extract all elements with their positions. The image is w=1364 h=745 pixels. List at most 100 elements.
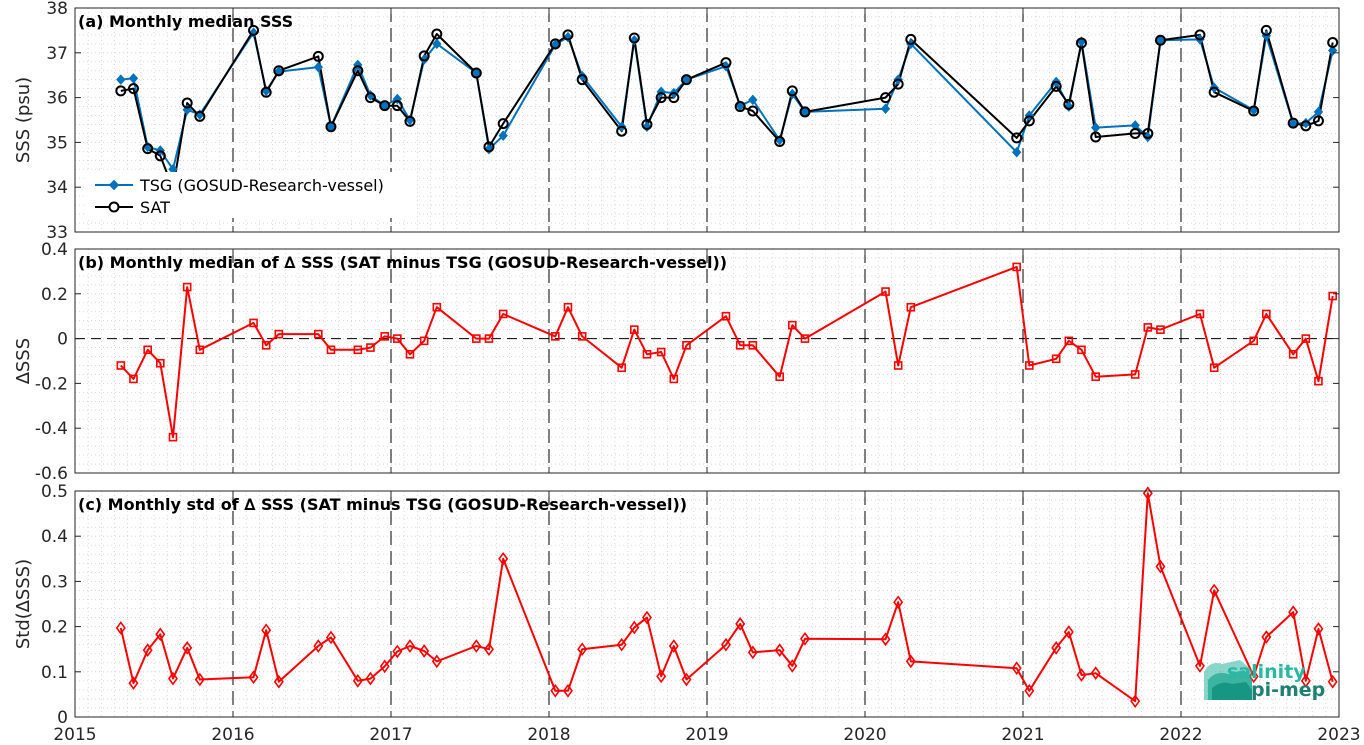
- data-point-b-0-53: [1288, 349, 1298, 359]
- data-point-c-0-5: [182, 640, 193, 655]
- data-point-c-0-2: [142, 643, 153, 657]
- data-point-c-0-20: [483, 642, 494, 657]
- data-point-a-1-2: [142, 143, 154, 155]
- data-point-a-1-27: [641, 118, 653, 130]
- data-point-a-1-7: [248, 24, 260, 36]
- data-point-c-0-52: [1261, 630, 1272, 644]
- data-point-c-0-19: [471, 639, 482, 653]
- data-point-c-0-13: [365, 671, 376, 686]
- data-point-c-0-10: [313, 639, 324, 653]
- data-point-a-1-3: [154, 150, 166, 162]
- data-point-b-0-43: [1064, 336, 1074, 346]
- data-point-b-0-33: [748, 341, 758, 350]
- series-line-b-0: [120, 265, 1334, 439]
- data-point-b-0-55: [1314, 376, 1323, 386]
- x-tick-label: 2018: [527, 725, 570, 745]
- data-point-a-0-10: [313, 61, 323, 73]
- y-tick-label: 35: [46, 133, 68, 153]
- data-point-c-0-0: [115, 621, 126, 635]
- data-point-c-0-33: [747, 645, 758, 660]
- data-point-a-1-20: [483, 141, 495, 153]
- data-point-c-0-34: [774, 643, 785, 657]
- series-markers-b: [116, 262, 1337, 442]
- data-point-b-0-24: [577, 332, 587, 341]
- data-point-a-1-31: [720, 57, 732, 69]
- data-point-b-0-39: [906, 302, 916, 312]
- data-point-b-0-18: [432, 302, 442, 312]
- data-point-b-0-9: [274, 329, 284, 339]
- data-point-a-1-23: [562, 29, 574, 41]
- data-point-b-0-45: [1091, 372, 1100, 381]
- data-point-a-1-5: [181, 97, 193, 109]
- data-point-a-0-37: [880, 103, 891, 115]
- data-point-a-0-0: [116, 74, 126, 85]
- data-point-a-1-44: [1075, 37, 1087, 49]
- data-point-b-0-34: [775, 372, 784, 381]
- data-point-a-0-21: [498, 130, 508, 141]
- data-point-b-0-31: [721, 311, 731, 321]
- data-point-c-0-55: [1313, 621, 1324, 636]
- data-point-a-1-14: [379, 100, 391, 112]
- data-point-b-0-32: [735, 341, 745, 350]
- data-point-c-0-24: [577, 642, 588, 657]
- data-point-a-1-40: [1011, 132, 1023, 144]
- y-tick-label: -0.6: [35, 464, 68, 484]
- data-point-b-0-38: [893, 361, 903, 370]
- legend-label-sat: SAT: [140, 198, 170, 217]
- logo-text-pi-mep: pi-mep: [1251, 679, 1325, 701]
- data-point-b-0-3: [156, 358, 165, 368]
- data-point-b-0-50: [1209, 363, 1219, 373]
- data-point-a-0-40: [1012, 147, 1022, 158]
- data-point-c-0-8: [261, 623, 272, 638]
- series-markers-a: [115, 24, 1339, 195]
- data-point-a-1-1: [127, 83, 139, 95]
- data-point-b-0-49: [1195, 309, 1205, 319]
- y-tick-label: 0: [57, 330, 68, 350]
- data-point-c-0-38: [893, 595, 904, 610]
- data-point-a-1-15: [391, 100, 403, 112]
- data-point-b-0-1: [129, 374, 138, 384]
- x-ticks: 2015 2016 2017 2018 2019 2020 2021 2022 2023: [53, 491, 1361, 745]
- data-point-b-0-42: [1051, 354, 1061, 364]
- data-point-b-0-26: [630, 325, 639, 334]
- data-point-a-1-41: [1023, 115, 1035, 127]
- data-point-b-0-21: [498, 309, 508, 319]
- data-point-b-0-25: [617, 363, 626, 373]
- y-tick-label: 38: [46, 0, 68, 19]
- data-point-b-0-6: [195, 345, 205, 355]
- panel-title-c: (c) Monthly std of ∆ SSS (SAT minus TSG …: [78, 495, 687, 514]
- data-point-a-1-36: [799, 106, 811, 118]
- data-point-b-0-44: [1077, 345, 1086, 355]
- panel-title-a: (a) Monthly median SSS: [78, 12, 293, 31]
- y-tick-label: -0.4: [35, 419, 68, 439]
- data-point-a-1-49: [1194, 29, 1206, 41]
- data-point-c-0-18: [431, 654, 442, 669]
- data-point-a-1-11: [325, 121, 337, 133]
- data-point-a-1-10: [312, 50, 324, 62]
- data-point-b-0-56: [1328, 291, 1337, 301]
- legend-marker-sat: [108, 201, 120, 213]
- data-point-c-0-1: [128, 676, 139, 690]
- data-point-a-1-56: [1327, 36, 1339, 48]
- data-point-c-0-22: [550, 683, 561, 698]
- data-point-a-1-6: [194, 110, 206, 122]
- y-tick-label: 33: [46, 223, 68, 243]
- data-point-b-0-27: [642, 349, 652, 359]
- data-point-a-1-24: [576, 74, 588, 86]
- data-point-c-0-9: [273, 674, 284, 689]
- data-point-a-0-18: [432, 38, 442, 50]
- data-point-c-0-40: [1011, 661, 1022, 676]
- data-point-a-1-50: [1208, 86, 1220, 98]
- data-point-a-1-28: [655, 92, 667, 104]
- data-point-b-0-14: [380, 332, 389, 341]
- y-tick-label: -0.2: [35, 374, 68, 394]
- data-point-c-0-48: [1155, 559, 1166, 574]
- data-point-b-0-29: [669, 374, 679, 384]
- data-point-c-0-43: [1063, 625, 1074, 639]
- data-point-a-1-39: [905, 33, 917, 45]
- data-point-c-0-35: [787, 659, 798, 673]
- data-point-a-1-48: [1154, 34, 1166, 46]
- x-tick-label: 2017: [369, 725, 412, 745]
- data-point-c-0-7: [248, 670, 259, 685]
- data-point-a-1-43: [1063, 98, 1075, 110]
